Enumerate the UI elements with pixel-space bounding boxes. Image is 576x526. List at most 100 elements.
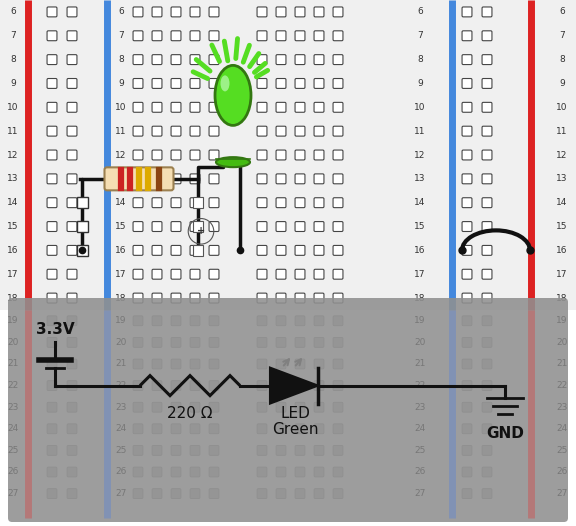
- FancyBboxPatch shape: [482, 55, 492, 65]
- FancyBboxPatch shape: [47, 338, 57, 347]
- Text: 21: 21: [556, 359, 568, 369]
- FancyBboxPatch shape: [133, 381, 143, 390]
- Text: 12: 12: [115, 150, 127, 159]
- FancyBboxPatch shape: [171, 55, 181, 65]
- FancyBboxPatch shape: [295, 424, 305, 434]
- FancyBboxPatch shape: [257, 31, 267, 41]
- FancyBboxPatch shape: [190, 78, 200, 88]
- FancyBboxPatch shape: [171, 467, 181, 477]
- FancyBboxPatch shape: [67, 293, 77, 303]
- FancyBboxPatch shape: [67, 424, 77, 434]
- FancyBboxPatch shape: [482, 381, 492, 390]
- FancyBboxPatch shape: [192, 221, 203, 232]
- FancyBboxPatch shape: [171, 150, 181, 160]
- FancyBboxPatch shape: [171, 221, 181, 231]
- Text: 23: 23: [115, 403, 127, 412]
- FancyBboxPatch shape: [314, 126, 324, 136]
- FancyBboxPatch shape: [462, 316, 472, 326]
- FancyBboxPatch shape: [190, 359, 200, 369]
- Text: 9: 9: [10, 79, 16, 88]
- FancyBboxPatch shape: [257, 7, 267, 17]
- FancyBboxPatch shape: [67, 269, 77, 279]
- FancyBboxPatch shape: [314, 338, 324, 347]
- Text: 18: 18: [556, 294, 568, 302]
- FancyBboxPatch shape: [276, 55, 286, 65]
- Text: 21: 21: [115, 359, 127, 369]
- FancyBboxPatch shape: [295, 316, 305, 326]
- Text: Green: Green: [272, 422, 319, 437]
- FancyBboxPatch shape: [133, 126, 143, 136]
- Text: 7: 7: [10, 31, 16, 41]
- FancyBboxPatch shape: [152, 338, 162, 347]
- FancyBboxPatch shape: [482, 221, 492, 231]
- FancyBboxPatch shape: [209, 316, 219, 326]
- FancyBboxPatch shape: [257, 402, 267, 412]
- FancyBboxPatch shape: [333, 293, 343, 303]
- Text: 9: 9: [118, 79, 124, 88]
- Text: 10: 10: [414, 103, 426, 112]
- FancyBboxPatch shape: [314, 174, 324, 184]
- Text: 10: 10: [556, 103, 568, 112]
- FancyBboxPatch shape: [192, 245, 203, 256]
- FancyBboxPatch shape: [209, 359, 219, 369]
- FancyBboxPatch shape: [314, 198, 324, 208]
- Text: 25: 25: [7, 446, 18, 455]
- FancyBboxPatch shape: [314, 7, 324, 17]
- Text: 13: 13: [7, 174, 19, 184]
- Text: 23: 23: [7, 403, 18, 412]
- FancyBboxPatch shape: [276, 446, 286, 456]
- FancyBboxPatch shape: [171, 7, 181, 17]
- FancyBboxPatch shape: [67, 359, 77, 369]
- Text: 16: 16: [556, 246, 568, 255]
- FancyBboxPatch shape: [462, 31, 472, 41]
- FancyBboxPatch shape: [209, 467, 219, 477]
- FancyBboxPatch shape: [462, 293, 472, 303]
- FancyBboxPatch shape: [462, 55, 472, 65]
- FancyBboxPatch shape: [190, 381, 200, 390]
- FancyBboxPatch shape: [482, 198, 492, 208]
- FancyBboxPatch shape: [47, 55, 57, 65]
- Text: 17: 17: [556, 270, 568, 279]
- Text: 16: 16: [115, 246, 127, 255]
- FancyBboxPatch shape: [314, 359, 324, 369]
- FancyBboxPatch shape: [462, 424, 472, 434]
- FancyBboxPatch shape: [276, 174, 286, 184]
- FancyBboxPatch shape: [257, 198, 267, 208]
- FancyBboxPatch shape: [171, 246, 181, 255]
- Text: 11: 11: [414, 127, 426, 136]
- FancyBboxPatch shape: [190, 489, 200, 499]
- Text: 24: 24: [414, 424, 426, 433]
- Text: 26: 26: [556, 468, 568, 477]
- FancyBboxPatch shape: [190, 467, 200, 477]
- FancyBboxPatch shape: [482, 103, 492, 112]
- FancyBboxPatch shape: [482, 174, 492, 184]
- FancyBboxPatch shape: [482, 402, 492, 412]
- FancyBboxPatch shape: [190, 446, 200, 456]
- FancyBboxPatch shape: [257, 55, 267, 65]
- FancyBboxPatch shape: [152, 150, 162, 160]
- FancyBboxPatch shape: [314, 402, 324, 412]
- Text: 22: 22: [7, 381, 18, 390]
- FancyBboxPatch shape: [314, 246, 324, 255]
- FancyBboxPatch shape: [133, 7, 143, 17]
- FancyBboxPatch shape: [482, 78, 492, 88]
- Ellipse shape: [215, 65, 251, 125]
- FancyBboxPatch shape: [190, 174, 200, 184]
- FancyBboxPatch shape: [257, 78, 267, 88]
- Text: 14: 14: [414, 198, 426, 207]
- FancyBboxPatch shape: [133, 338, 143, 347]
- FancyBboxPatch shape: [133, 55, 143, 65]
- Text: 9: 9: [417, 79, 423, 88]
- FancyBboxPatch shape: [67, 174, 77, 184]
- FancyBboxPatch shape: [295, 221, 305, 231]
- FancyBboxPatch shape: [67, 150, 77, 160]
- FancyBboxPatch shape: [257, 359, 267, 369]
- FancyBboxPatch shape: [171, 198, 181, 208]
- FancyBboxPatch shape: [209, 269, 219, 279]
- Text: 7: 7: [559, 31, 565, 41]
- FancyBboxPatch shape: [67, 55, 77, 65]
- FancyBboxPatch shape: [276, 316, 286, 326]
- FancyBboxPatch shape: [171, 446, 181, 456]
- FancyBboxPatch shape: [314, 269, 324, 279]
- FancyBboxPatch shape: [314, 316, 324, 326]
